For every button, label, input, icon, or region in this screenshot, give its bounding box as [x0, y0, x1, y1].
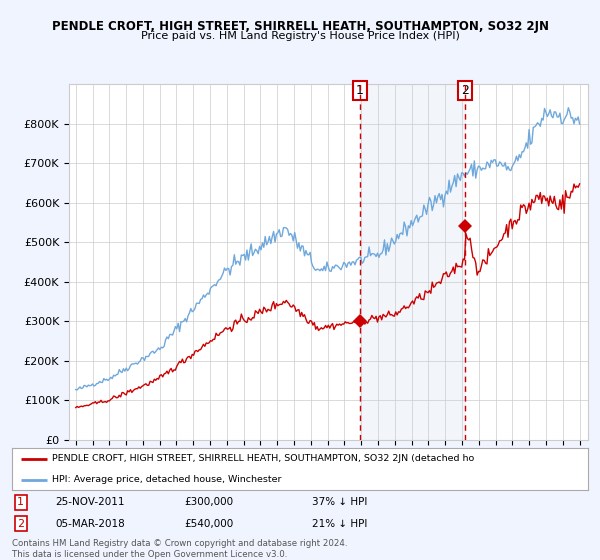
Text: Price paid vs. HM Land Registry's House Price Index (HPI): Price paid vs. HM Land Registry's House … [140, 31, 460, 41]
Text: 05-MAR-2018: 05-MAR-2018 [55, 519, 125, 529]
Text: £300,000: £300,000 [185, 497, 234, 507]
Text: HPI: Average price, detached house, Winchester: HPI: Average price, detached house, Winc… [52, 475, 282, 484]
Text: 2: 2 [461, 84, 469, 97]
Text: PENDLE CROFT, HIGH STREET, SHIRRELL HEATH, SOUTHAMPTON, SO32 2JN: PENDLE CROFT, HIGH STREET, SHIRRELL HEAT… [52, 20, 548, 32]
Text: 21% ↓ HPI: 21% ↓ HPI [311, 519, 367, 529]
Text: 1: 1 [356, 84, 364, 97]
Text: £540,000: £540,000 [185, 519, 234, 529]
Text: 2: 2 [17, 519, 24, 529]
Text: 37% ↓ HPI: 37% ↓ HPI [311, 497, 367, 507]
Text: PENDLE CROFT, HIGH STREET, SHIRRELL HEATH, SOUTHAMPTON, SO32 2JN (detached ho: PENDLE CROFT, HIGH STREET, SHIRRELL HEAT… [52, 454, 475, 464]
Text: Contains HM Land Registry data © Crown copyright and database right 2024.
This d: Contains HM Land Registry data © Crown c… [12, 539, 347, 559]
Text: 1: 1 [17, 497, 24, 507]
Text: 25-NOV-2011: 25-NOV-2011 [55, 497, 125, 507]
Bar [359, 84, 465, 440]
